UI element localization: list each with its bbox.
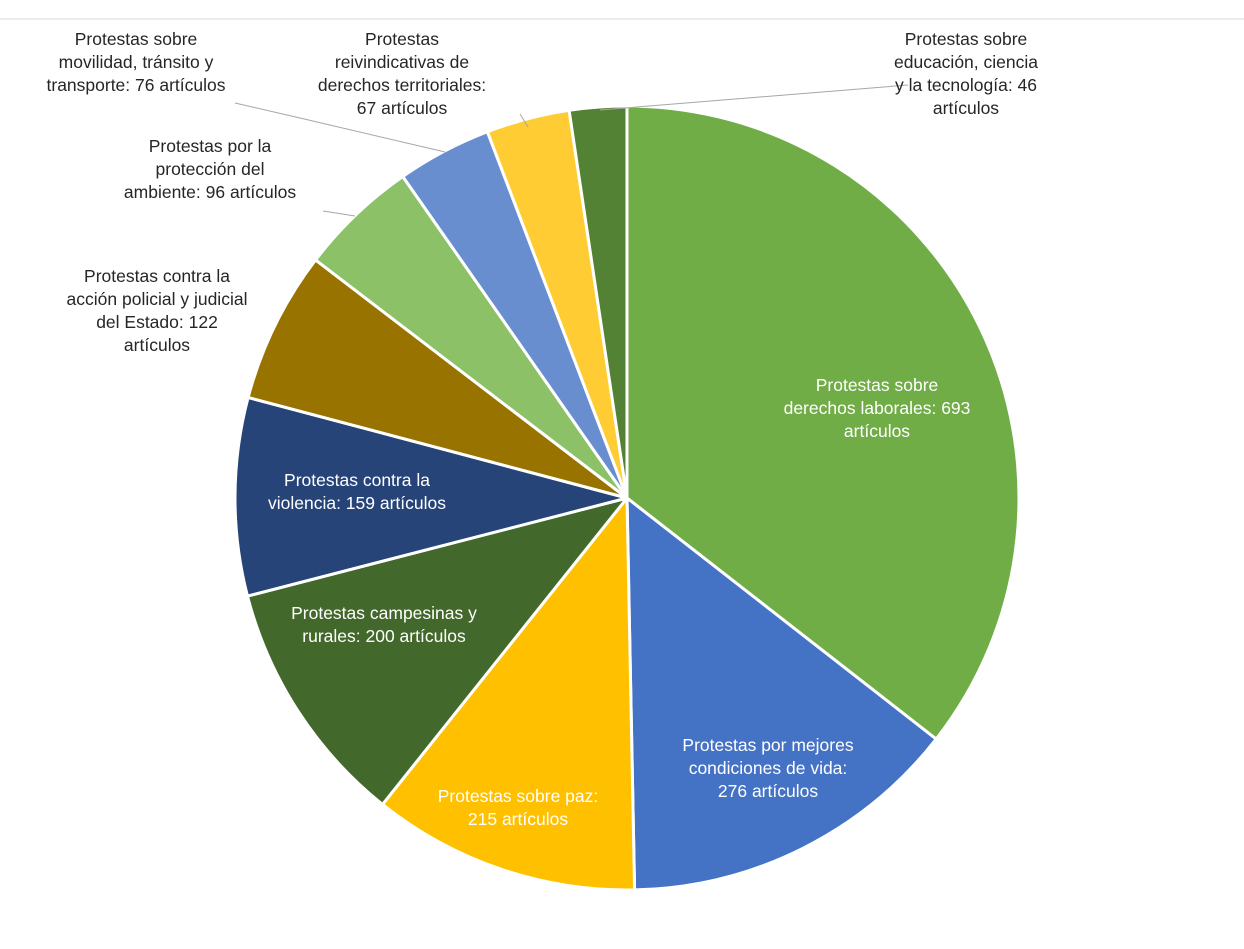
slice-label-line: Protestas sobre paz: [438, 786, 599, 806]
slice-label-line: derechos laborales: 693 [784, 398, 971, 418]
slice-label-8: Protestas sobre movilidad, tránsito y tran… [47, 29, 226, 95]
slice-label-line: Protestas contra la [284, 470, 430, 490]
slice-label-line: del Estado: 122 [96, 312, 218, 332]
slice-label-4: Protestas campesinas y rurales: 200 artíc… [291, 603, 477, 646]
slice-label-line: violencia: 159 artículos [268, 493, 446, 513]
slice-label-line: artículos [124, 335, 190, 355]
slice-label-line: transporte: 76 artículos [47, 75, 226, 95]
slice-labels: Protestas sobre derechos laborales: 693 ar… [47, 29, 1039, 829]
pie-slice-5 [233, 395, 629, 598]
slice-label-7: Protestas por la protección del ambiente: … [124, 136, 296, 202]
slice-label-line: 67 artículos [357, 98, 448, 118]
slice-label-line: Protestas contra la [84, 266, 230, 286]
slice-label-1: Protestas sobre derechos laborales: 693 ar… [784, 375, 971, 441]
slice-label-9: Protestas reivindicativas de derechos terr… [318, 29, 486, 118]
slice-label-line: Protestas por la [149, 136, 272, 156]
leader-line-8 [234, 102, 446, 153]
slice-label-line: educación, ciencia [894, 52, 1038, 72]
pie-slice-2 [625, 496, 938, 892]
slice-label-line: 215 artículos [468, 809, 568, 829]
slice-label-line: reivindicativas de [335, 52, 469, 72]
slice-label-line: derechos territoriales: [318, 75, 486, 95]
slice-label-line: 276 artículos [718, 781, 818, 801]
slice-label-line: Protestas sobre [75, 29, 198, 49]
pie-slice-1 [625, 104, 1021, 741]
slice-label-line: Protestas por mejores [682, 735, 853, 755]
pie-slice-10 [567, 104, 629, 500]
slice-label-2: Protestas por mejores condiciones de vida… [682, 735, 853, 801]
slice-label-line: artículos [844, 421, 910, 441]
leader-line-9 [519, 113, 529, 128]
leader-line-7 [322, 210, 356, 217]
leader-lines [234, 84, 909, 217]
slice-label-line: acción policial y judicial [67, 289, 248, 309]
slice-label-line: ambiente: 96 artículos [124, 182, 296, 202]
slice-label-line: Protestas sobre [816, 375, 939, 395]
slice-label-line: artículos [933, 98, 999, 118]
slice-label-line: movilidad, tránsito y [59, 52, 214, 72]
pie-slices [233, 104, 1021, 892]
slice-label-line: protección del [156, 159, 265, 179]
slice-label-5: Protestas contra la violencia: 159 artícu… [268, 470, 446, 513]
pie-slice-3 [381, 496, 637, 892]
slice-label-line: Protestas [365, 29, 439, 49]
slice-label-3: Protestas sobre paz: 215 artículos [438, 786, 599, 829]
leader-line-10 [599, 84, 909, 111]
slice-label-line: Protestas sobre [905, 29, 1028, 49]
slice-label-line: Protestas campesinas y [291, 603, 477, 623]
slice-label-line: condiciones de vida: [689, 758, 848, 778]
slice-label-10: Protestas sobre educación, ciencia y la te… [894, 29, 1038, 118]
slice-label-6: Protestas contra la acción policial y jud… [67, 266, 248, 355]
pie-slice-4 [245, 496, 629, 806]
pie-slice-6 [246, 258, 629, 500]
slice-label-line: rurales: 200 artículos [302, 626, 466, 646]
slice-label-line: y la tecnología: 46 [895, 75, 1037, 95]
